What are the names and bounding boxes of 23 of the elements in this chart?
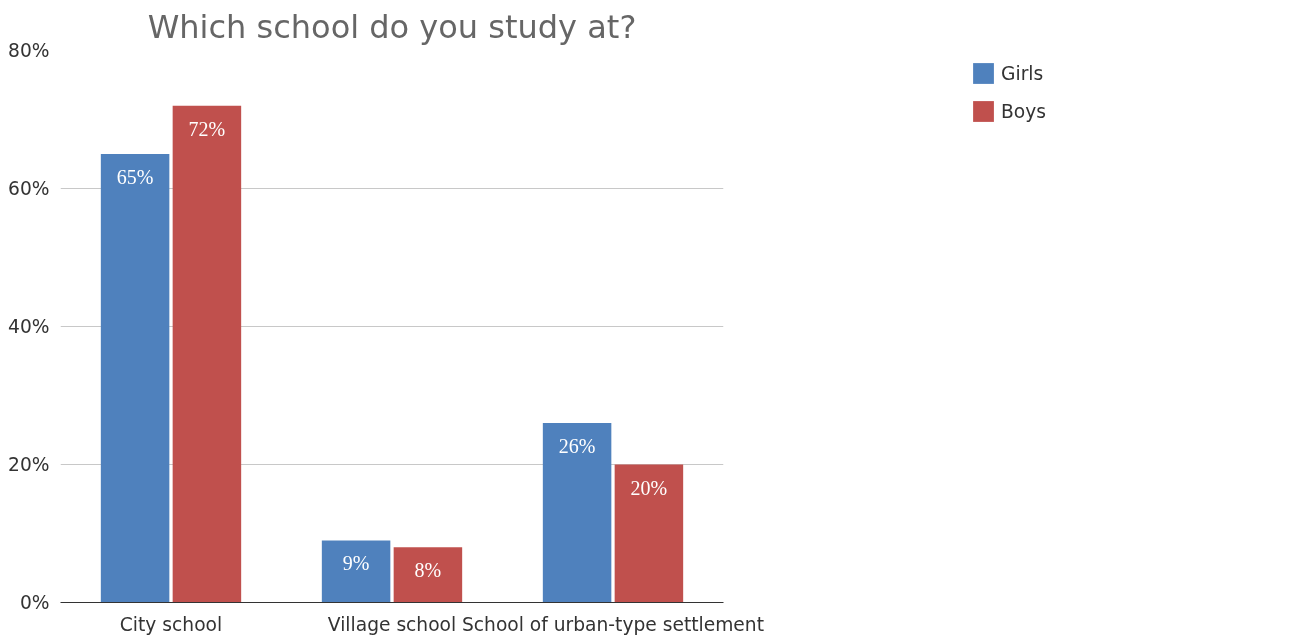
bar <box>100 154 170 603</box>
data-label: 65% <box>116 166 154 188</box>
data-label: 9% <box>342 552 370 575</box>
x-tick-label: City school <box>119 613 223 635</box>
y-tick-label: 0% <box>19 592 50 613</box>
y-tick-label: 60% <box>8 178 50 199</box>
bar <box>393 547 463 603</box>
data-label: 20% <box>630 476 668 499</box>
x-tick-label: Village school <box>327 613 457 635</box>
y-tick-label: 40% <box>8 316 50 337</box>
legend-label: Boys <box>1001 100 1046 122</box>
bar <box>321 540 391 603</box>
y-tick-label: 80% <box>8 40 50 61</box>
data-label: 8% <box>414 559 442 582</box>
bar <box>172 105 242 603</box>
y-tick-label: 20% <box>8 454 50 475</box>
chart-title: Which school do you study at? <box>147 7 637 46</box>
bar <box>542 423 612 603</box>
bar <box>614 464 684 603</box>
data-label: 72% <box>188 117 226 140</box>
x-tick-label: School of urban-type settlement <box>462 613 765 635</box>
legend-label: Girls <box>1001 62 1044 84</box>
data-label: 26% <box>558 435 596 458</box>
